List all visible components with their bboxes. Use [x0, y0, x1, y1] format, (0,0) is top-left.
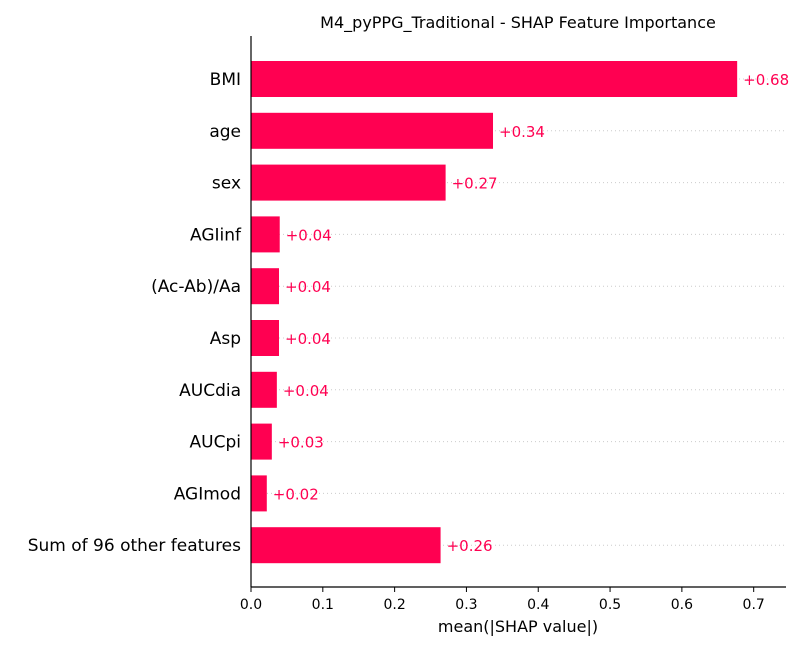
category-label: Asp: [210, 329, 241, 349]
x-axis-label: mean(|SHAP value|): [438, 617, 598, 636]
category-label: (Ac-Ab)/Aa: [151, 277, 241, 297]
x-tick-label: 0.6: [671, 597, 693, 613]
bar: [251, 268, 280, 305]
x-tick-label: 0.1: [312, 597, 334, 613]
data-label: +0.04: [283, 382, 329, 400]
bar: [251, 371, 277, 408]
bar: [251, 61, 738, 97]
data-label: +0.26: [447, 537, 493, 555]
category-label: AUCdia: [179, 381, 241, 401]
chart-title: M4_pyPPG_Traditional - SHAP Feature Impo…: [320, 13, 716, 33]
data-label: +0.04: [285, 278, 331, 296]
bar: [251, 216, 280, 253]
data-label: +0.34: [499, 123, 545, 141]
x-tick-label: 0.2: [383, 597, 405, 613]
data-label: +0.68: [743, 71, 789, 89]
x-tick-label: 0.7: [743, 597, 765, 613]
category-label: Sum of 96 other features: [28, 536, 241, 556]
x-tick-label: 0.0: [240, 597, 262, 613]
x-tick-label: 0.3: [455, 597, 477, 613]
data-label: +0.03: [278, 434, 324, 452]
x-tick-label: 0.4: [527, 597, 549, 613]
category-label: BMI: [210, 70, 241, 90]
bar: [251, 527, 441, 564]
category-label: AUCpi: [190, 433, 241, 453]
bar: [251, 320, 280, 356]
category-label: sex: [212, 174, 241, 194]
data-label: +0.27: [452, 175, 498, 193]
data-label: +0.04: [286, 226, 332, 244]
bar: [251, 112, 494, 149]
plot-area: +0.68 BMI +0.34 age +0.27 sex +0.04 AGIinf +0.04…: [28, 36, 789, 613]
category-label: age: [209, 122, 241, 142]
category-label: AGIinf: [190, 225, 242, 245]
bar: [251, 164, 446, 201]
data-label: +0.02: [273, 485, 319, 503]
data-label: +0.04: [285, 330, 331, 348]
category-label: AGImod: [174, 484, 241, 504]
bar: [251, 475, 267, 512]
x-tick-label: 0.5: [599, 597, 621, 613]
bar: [251, 423, 272, 460]
